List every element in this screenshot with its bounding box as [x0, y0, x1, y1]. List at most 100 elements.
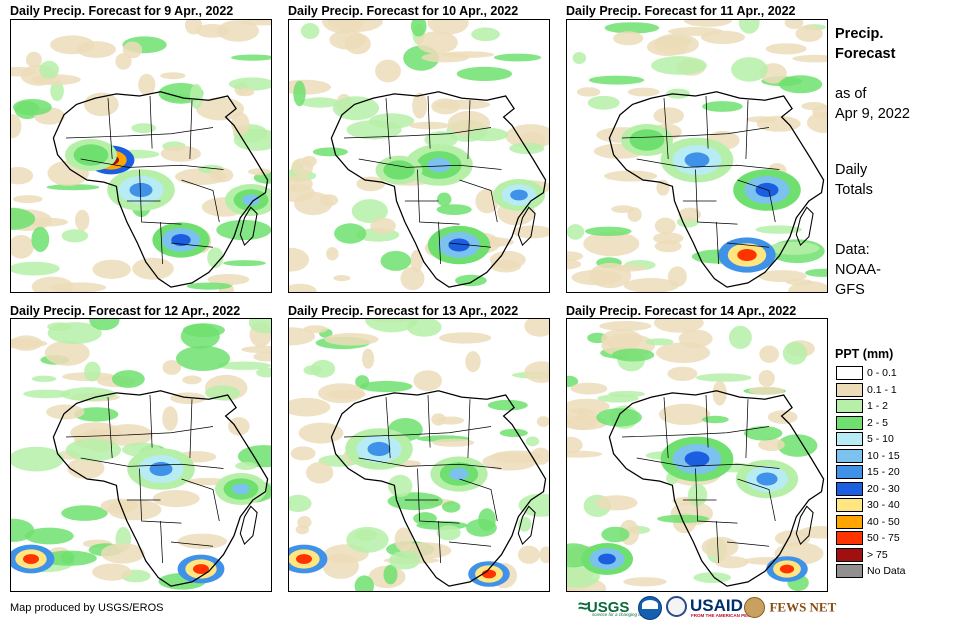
- precip-area: [499, 428, 528, 437]
- precip-area: [207, 274, 250, 285]
- precip-area: [657, 514, 709, 523]
- precip-area: [115, 53, 132, 70]
- precip-area: [11, 518, 35, 542]
- map-panel-apr9: [10, 19, 272, 293]
- map-title-apr10: Daily Precip. Forecast for 10 Apr., 2022: [288, 4, 519, 18]
- precip-area: [406, 319, 442, 337]
- precip-area: [11, 261, 60, 276]
- map-title-apr12: Daily Precip. Forecast for 12 Apr., 2022: [10, 304, 241, 318]
- country-border: [745, 100, 749, 160]
- legend-label: 20 - 30: [867, 482, 900, 495]
- precip-area: [712, 380, 727, 406]
- precip-area: [12, 195, 43, 204]
- precip-area: [160, 72, 186, 80]
- precip-area: [247, 168, 271, 176]
- rain-cell: [129, 182, 153, 198]
- precip-area: [216, 219, 271, 241]
- precip-area: [112, 370, 145, 388]
- precip-area: [583, 231, 640, 257]
- precip-area: [436, 525, 461, 541]
- precip-area: [84, 361, 101, 382]
- precip-area: [228, 417, 250, 436]
- precip-area: [597, 394, 639, 403]
- africa-outline: [608, 91, 825, 288]
- legend-label: 50 - 75: [867, 532, 900, 544]
- precip-area: [412, 92, 428, 119]
- precip-area: [365, 319, 419, 333]
- map-title-apr11: Daily Precip. Forecast for 11 Apr., 2022: [566, 4, 796, 18]
- precip-area: [186, 282, 232, 290]
- precip-area: [289, 397, 331, 417]
- precip-area: [536, 416, 549, 427]
- precip-area: [646, 37, 689, 57]
- precip-area: [241, 345, 271, 354]
- precip-area: [289, 175, 313, 193]
- precip-area: [195, 24, 229, 38]
- precip-area: [312, 147, 348, 157]
- legend-item: 40 - 50: [836, 514, 900, 529]
- legend-item: > 75: [836, 547, 888, 562]
- precip-area: [658, 403, 711, 425]
- legend-label: 10 - 15: [867, 449, 900, 462]
- legend-label: 1 - 2: [867, 400, 889, 412]
- country-border: [417, 468, 460, 524]
- madagascar-outline: [795, 206, 814, 247]
- rain-cell: [82, 149, 100, 161]
- precip-area: [356, 176, 385, 192]
- precip-area: [758, 370, 775, 387]
- precip-area: [701, 536, 739, 558]
- precip-area: [567, 375, 579, 387]
- precip-area: [345, 33, 371, 55]
- precip-area: [289, 327, 316, 346]
- precip-area: [611, 348, 655, 362]
- country-border: [467, 100, 471, 160]
- legend-item: 2 - 5: [836, 415, 889, 430]
- precip-area: [11, 114, 22, 139]
- legend-swatch: [836, 465, 863, 479]
- precip-area: [380, 250, 412, 271]
- precip-area: [410, 249, 423, 273]
- precip-area: [180, 323, 220, 349]
- precip-area: [383, 564, 398, 585]
- country-border: [621, 127, 770, 139]
- legend-item: 10 - 15: [836, 448, 900, 463]
- precip-area: [217, 361, 271, 370]
- precip-area: [623, 577, 667, 587]
- precip-area: [437, 192, 452, 207]
- legend-label: 0 - 0.1: [867, 367, 897, 379]
- legend-label: 0.1 - 1: [867, 383, 897, 396]
- legend-item: 0 - 0.1: [836, 366, 897, 380]
- precip-area: [738, 20, 760, 34]
- precip-area: [539, 546, 549, 564]
- country-border: [358, 457, 502, 469]
- legend-item: 5 - 10: [836, 432, 894, 446]
- precip-map: [567, 319, 827, 591]
- precip-area: [11, 335, 43, 351]
- precip-area: [354, 529, 378, 541]
- precip-area: [439, 332, 492, 344]
- map-title-apr9: Daily Precip. Forecast for 9 Apr., 2022: [10, 4, 234, 18]
- precip-area: [693, 572, 731, 583]
- precip-area: [654, 217, 676, 234]
- legend-swatch: [836, 547, 863, 562]
- precip-area: [162, 360, 182, 375]
- legend-label: 2 - 5: [867, 416, 889, 429]
- precip-area: [388, 474, 413, 497]
- precip-area: [714, 556, 749, 569]
- precip-area: [604, 170, 658, 182]
- precip-area: [324, 333, 379, 346]
- precip-area: [567, 398, 610, 415]
- country-border: [745, 399, 749, 459]
- precip-area: [572, 52, 587, 64]
- precip-area: [505, 124, 549, 149]
- map-panel-apr13: [288, 318, 550, 592]
- precip-area: [421, 52, 470, 63]
- precip-area: [656, 342, 711, 363]
- precip-area: [530, 447, 549, 465]
- precip-area: [567, 251, 584, 262]
- precip-area: [297, 516, 312, 529]
- country-border: [427, 394, 431, 448]
- country-border: [737, 179, 776, 223]
- precip-area: [589, 262, 632, 289]
- precip-area: [223, 260, 266, 267]
